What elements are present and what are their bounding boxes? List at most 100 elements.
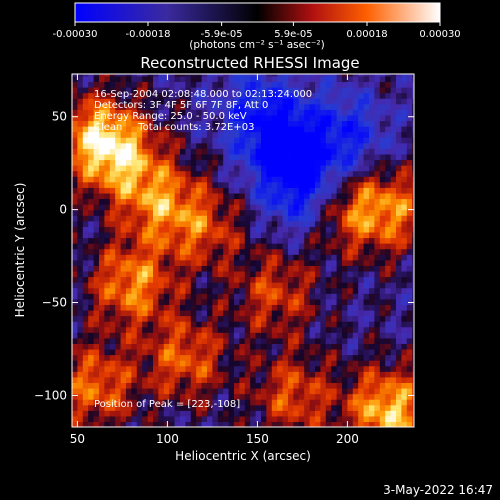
heatmap-cell <box>217 192 224 200</box>
heatmap-cell <box>401 343 408 350</box>
heatmap-cell <box>363 304 370 311</box>
heatmap-cell <box>331 265 338 272</box>
heatmap-cell <box>88 393 95 400</box>
heatmap-cell <box>358 120 365 127</box>
heatmap-cell <box>352 81 359 88</box>
heatmap-cell <box>396 371 402 378</box>
heatmap-cell <box>347 321 354 328</box>
heatmap-cell <box>109 382 116 389</box>
heatmap-cell <box>298 348 305 356</box>
heatmap-cell <box>358 399 365 406</box>
heatmap-cell <box>228 120 235 127</box>
heatmap-cell <box>379 215 386 222</box>
heatmap-cell <box>142 103 149 110</box>
heatmap-cell <box>369 410 375 417</box>
heatmap-cell <box>277 348 284 356</box>
heatmap-cell <box>185 148 192 155</box>
heatmap-cell <box>72 176 78 183</box>
heatmap-cell <box>320 170 327 177</box>
heatmap-cell <box>82 410 89 417</box>
heatmap-cell <box>358 198 365 205</box>
heatmap-cell <box>293 220 300 227</box>
heatmap-cell <box>223 92 230 99</box>
heatmap-cell <box>358 404 365 411</box>
heatmap-cell <box>93 209 100 216</box>
heatmap-cell <box>88 170 95 177</box>
heatmap-cell <box>406 81 413 88</box>
heatmap-cell <box>126 243 132 250</box>
heatmap-cell <box>201 103 208 110</box>
heatmap-cell <box>239 148 246 155</box>
heatmap-cell <box>228 103 235 110</box>
heatmap-cell <box>201 187 208 194</box>
heatmap-cell <box>88 198 95 205</box>
heatmap-cell <box>223 137 230 144</box>
heatmap-cell <box>369 337 375 344</box>
heatmap-cell <box>142 287 149 294</box>
heatmap-cell <box>309 126 316 133</box>
heatmap-cell <box>315 365 321 372</box>
heatmap-cell <box>255 131 262 138</box>
heatmap-cell <box>169 243 176 250</box>
heatmap-cell <box>109 126 116 133</box>
heatmap-cell <box>163 354 170 361</box>
heatmap-cell <box>390 114 397 122</box>
heatmap-cell <box>201 153 208 161</box>
heatmap-cell <box>250 321 257 328</box>
heatmap-cell <box>93 192 100 200</box>
heatmap-cell <box>390 354 397 361</box>
heatmap-cell <box>115 170 122 177</box>
heatmap-cell <box>234 231 240 239</box>
heatmap-cell <box>120 348 127 356</box>
heatmap-cell <box>288 192 294 200</box>
heatmap-cell <box>325 98 332 105</box>
heatmap-cell <box>82 399 89 406</box>
heatmap-cell <box>374 142 381 149</box>
heatmap-cell <box>136 287 143 294</box>
heatmap-cell <box>174 170 181 177</box>
heatmap-cell <box>412 337 414 344</box>
heatmap-cell <box>147 265 154 272</box>
heatmap-cell <box>271 321 278 328</box>
heatmap-cell <box>158 393 165 400</box>
heatmap-cell <box>304 360 311 367</box>
heatmap-cell <box>115 87 122 94</box>
heatmap-cell <box>304 304 311 311</box>
heatmap-cell <box>99 270 105 278</box>
heatmap-cell <box>282 387 289 395</box>
heatmap-cell <box>390 98 397 105</box>
heatmap-cell <box>212 198 219 205</box>
heatmap-cell <box>196 198 203 205</box>
heatmap-cell <box>244 170 251 177</box>
heatmap-cell <box>109 159 116 166</box>
heatmap-cell <box>309 348 316 356</box>
heatmap-cell <box>282 114 289 122</box>
heatmap-cell <box>190 87 197 94</box>
heatmap-cell <box>99 332 105 339</box>
heatmap-cell <box>115 360 122 367</box>
x-tick-label: 100 <box>156 432 179 446</box>
heatmap-cell <box>406 371 413 378</box>
heatmap-cell <box>336 282 343 289</box>
heatmap-cell <box>288 248 294 255</box>
heatmap-cell <box>228 315 235 322</box>
heatmap-cell <box>401 81 408 88</box>
heatmap-cell <box>115 181 122 188</box>
heatmap-cell <box>401 326 408 333</box>
heatmap-cell <box>320 75 327 83</box>
heatmap-cell <box>347 103 354 110</box>
heatmap-cell <box>325 187 332 194</box>
heatmap-cell <box>315 265 321 272</box>
heatmap-cell <box>396 215 402 222</box>
heatmap-cell <box>228 74 235 77</box>
heatmap-cell <box>309 192 316 200</box>
heatmap-cell <box>250 404 257 411</box>
heatmap-cell <box>379 220 386 227</box>
heatmap-cell <box>293 170 300 177</box>
heatmap-cell <box>342 315 348 322</box>
heatmap-cell <box>109 237 116 244</box>
heatmap-cell <box>82 382 89 389</box>
heatmap-cell <box>93 404 100 411</box>
heatmap-cell <box>104 276 111 283</box>
heatmap-cell <box>379 92 386 99</box>
